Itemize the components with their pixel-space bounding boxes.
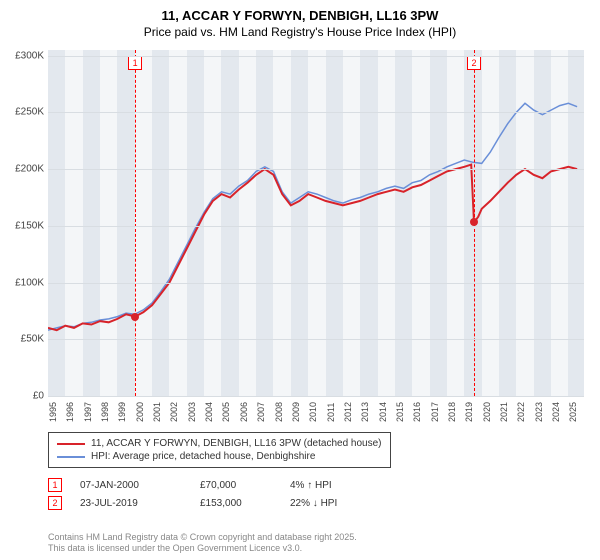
- footer-attribution: Contains HM Land Registry data © Crown c…: [48, 532, 357, 554]
- x-tick-label: 2019: [464, 402, 474, 422]
- y-tick-label: £300K: [15, 50, 44, 61]
- y-tick-label: £250K: [15, 107, 44, 118]
- transaction-date: 23-JUL-2019: [80, 498, 200, 509]
- x-tick-label: 2015: [395, 402, 405, 422]
- chart-lines-svg: [48, 50, 584, 396]
- x-tick-label: 2008: [274, 402, 284, 422]
- legend-box: 11, ACCAR Y FORWYN, DENBIGH, LL16 3PW (d…: [48, 432, 391, 468]
- y-axis: £0£50K£100K£150K£200K£250K£300K: [0, 50, 48, 396]
- transaction-pct: 22% ↓ HPI: [290, 498, 380, 509]
- legend-row-hpi: HPI: Average price, detached house, Denb…: [57, 450, 382, 463]
- series-line-hpi: [48, 103, 577, 330]
- x-tick-label: 2022: [516, 402, 526, 422]
- legend-row-property: 11, ACCAR Y FORWYN, DENBIGH, LL16 3PW (d…: [57, 437, 382, 450]
- x-tick-label: 2011: [326, 403, 336, 422]
- transaction-price: £70,000: [200, 480, 290, 491]
- transaction-row: 1 07-JAN-2000 £70,000 4% ↑ HPI: [48, 478, 380, 492]
- x-tick-label: 2009: [291, 402, 301, 422]
- legend-swatch-property: [57, 443, 85, 445]
- x-tick-label: 2001: [152, 402, 162, 422]
- x-tick-label: 2020: [482, 402, 492, 422]
- legend-label-property: 11, ACCAR Y FORWYN, DENBIGH, LL16 3PW (d…: [91, 438, 382, 449]
- chart-plot-area: 12: [48, 50, 584, 396]
- y-tick-label: £150K: [15, 220, 44, 231]
- x-tick-label: 1997: [83, 402, 93, 422]
- y-tick-label: £50K: [21, 334, 44, 345]
- x-axis: 1995 1996 1997 1998 1999 2000 2001 2002 2003 2004…: [48, 396, 584, 426]
- x-tick-label: 2024: [551, 402, 561, 422]
- marker-vline: [135, 50, 136, 396]
- y-tick-label: £0: [33, 391, 44, 402]
- x-tick-label: 2025: [568, 402, 578, 422]
- x-tick-label: 1999: [117, 402, 127, 422]
- x-tick-label: 2004: [204, 402, 214, 422]
- x-tick-label: 2002: [169, 402, 179, 422]
- marker-dot: [131, 313, 139, 321]
- chart-title-line1: 11, ACCAR Y FORWYN, DENBIGH, LL16 3PW: [0, 8, 600, 23]
- x-tick-label: 2016: [412, 402, 422, 422]
- footer-line1: Contains HM Land Registry data © Crown c…: [48, 532, 357, 543]
- transaction-row: 2 23-JUL-2019 £153,000 22% ↓ HPI: [48, 496, 380, 510]
- x-tick-label: 2013: [360, 402, 370, 422]
- x-tick-label: 1998: [100, 402, 110, 422]
- series-line-property: [48, 165, 577, 331]
- transaction-price: £153,000: [200, 498, 290, 509]
- x-tick-label: 2000: [135, 402, 145, 422]
- marker-box: 2: [467, 56, 481, 70]
- footer-line2: This data is licensed under the Open Gov…: [48, 543, 357, 554]
- x-tick-label: 2021: [499, 402, 509, 422]
- transaction-marker-icon: 1: [48, 478, 62, 492]
- y-tick-label: £200K: [15, 164, 44, 175]
- x-tick-label: 2012: [343, 402, 353, 422]
- y-tick-label: £100K: [15, 277, 44, 288]
- legend: 11, ACCAR Y FORWYN, DENBIGH, LL16 3PW (d…: [48, 432, 584, 468]
- x-tick-label: 2010: [308, 402, 318, 422]
- transactions-table: 1 07-JAN-2000 £70,000 4% ↑ HPI 2 23-JUL-…: [48, 478, 380, 514]
- x-tick-label: 2014: [378, 402, 388, 422]
- x-tick-label: 2023: [534, 402, 544, 422]
- x-tick-label: 2017: [430, 402, 440, 422]
- chart-title-line2: Price paid vs. HM Land Registry's House …: [0, 25, 600, 39]
- transaction-date: 07-JAN-2000: [80, 480, 200, 491]
- x-tick-label: 1995: [48, 402, 58, 422]
- x-tick-label: 2018: [447, 402, 457, 422]
- transaction-pct: 4% ↑ HPI: [290, 480, 380, 491]
- transaction-marker-icon: 2: [48, 496, 62, 510]
- x-tick-label: 1996: [65, 402, 75, 422]
- legend-label-hpi: HPI: Average price, detached house, Denb…: [91, 451, 315, 462]
- x-tick-label: 2003: [187, 402, 197, 422]
- x-tick-label: 2005: [221, 402, 231, 422]
- x-tick-label: 2007: [256, 402, 266, 422]
- x-tick-label: 2006: [239, 402, 249, 422]
- legend-swatch-hpi: [57, 456, 85, 458]
- marker-box: 1: [128, 56, 142, 70]
